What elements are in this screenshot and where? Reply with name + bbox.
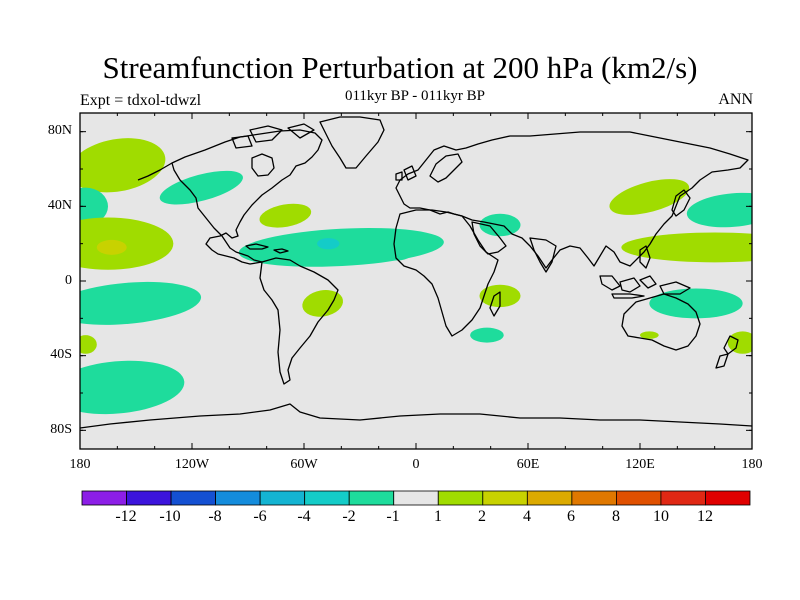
colorbar-swatch: [437, 490, 484, 506]
coastlines: [80, 116, 752, 429]
coast-caribbean: [245, 243, 289, 254]
plot-subtitle: 011kyr BP - 011kyr BP: [344, 88, 485, 104]
axis-ticks: [79, 113, 753, 449]
contour-region: [649, 288, 743, 319]
coast-scandinavia: [429, 153, 463, 183]
colorbar-label: -4: [297, 508, 311, 525]
colorbar-swatch: [170, 490, 216, 506]
colorbar-label: 10: [653, 508, 669, 525]
contour-region: [686, 192, 752, 228]
coast-hudson: [251, 153, 275, 177]
contour-region: [609, 179, 690, 215]
contour-region: [80, 187, 108, 225]
colorbar-label: -12: [115, 508, 137, 525]
lat-label-80n: 80N: [47, 123, 72, 138]
coast-madagascar: [489, 291, 501, 317]
colorbar-label: -6: [253, 508, 267, 525]
colorbar-label: -10: [159, 508, 181, 525]
lon-label-180w: 180: [69, 457, 91, 472]
lon-label-180e: 180: [741, 457, 763, 472]
contour-region: [317, 238, 340, 250]
contour-region: [727, 331, 752, 354]
coast-australia: [621, 293, 701, 351]
coast-philippines: [639, 245, 651, 269]
colorbar-swatch: [571, 490, 617, 506]
colorbar-swatch: [126, 490, 172, 506]
contour-region: [80, 360, 185, 415]
contour-region: [259, 203, 312, 228]
coast-arabia: [471, 221, 507, 255]
coast-north-america: [171, 129, 323, 265]
colorbar-label: -8: [208, 508, 222, 525]
contour-region: [96, 239, 127, 255]
colorbar-label: 4: [523, 508, 531, 525]
lat-label-80s: 80S: [50, 422, 72, 437]
lat-label-40n: 40N: [47, 198, 72, 213]
experiment-label: Expt = tdxol-tdwzl: [80, 92, 202, 109]
contour-region: [302, 290, 344, 317]
colorbar-swatch: [304, 490, 350, 506]
colorbar-label: 12: [697, 508, 713, 525]
coast-africa: [393, 209, 499, 337]
colorbar-swatch: [616, 490, 662, 506]
colorbar-swatch: [482, 490, 528, 506]
contour-region: [159, 170, 243, 205]
colorbar-swatch: [215, 490, 261, 506]
plot-title: Streamfunction Perturbation at 200 hPa (…: [102, 50, 698, 85]
colorbar-swatch: [259, 490, 306, 506]
coast-south-america: [259, 257, 339, 385]
coast-indonesia: [599, 275, 691, 299]
colorbar-label: 2: [478, 508, 486, 525]
lat-label-eq: 0: [65, 273, 72, 288]
contour-region: [80, 281, 202, 325]
lat-label-40s: 40S: [50, 347, 72, 362]
contour-region: [378, 234, 417, 261]
colorbar-label: -1: [386, 508, 400, 525]
lon-label-120e: 120E: [625, 457, 655, 472]
coast-new-zealand: [715, 335, 739, 369]
colorbar-label: 8: [612, 508, 620, 525]
contour-region: [470, 327, 504, 343]
coast-eurasia: [395, 131, 749, 269]
lon-label-0: 0: [412, 457, 420, 472]
colorbar: [81, 490, 751, 506]
contour-region: [621, 232, 752, 263]
coast-greenland: [319, 116, 385, 169]
coast-alaska: [137, 162, 173, 181]
colorbar-label: 1: [434, 508, 442, 525]
colorbar-swatch: [526, 490, 573, 506]
contour-region: [80, 217, 174, 270]
colorbar-swatch: [660, 490, 706, 506]
colorbar-label: 6: [567, 508, 575, 525]
coast-india: [529, 237, 557, 273]
lon-label-60e: 60E: [516, 457, 540, 472]
coast-japan: [671, 189, 691, 217]
colorbar-swatch: [348, 490, 395, 506]
colorbar-swatch: [705, 490, 751, 506]
colorbar-swatch: [81, 490, 127, 506]
coast-antarctica: [80, 403, 752, 429]
colorbar-swatch: [393, 490, 439, 506]
lon-label-60w: 60W: [290, 457, 318, 472]
contour-region: [640, 331, 659, 339]
contour-region: [80, 335, 97, 354]
lon-label-120w: 120W: [174, 457, 210, 472]
coast-arctic-islands: [231, 123, 315, 149]
coast-british-isles: [395, 165, 417, 181]
season-label: ANN: [718, 91, 753, 108]
colorbar-label: -2: [342, 508, 356, 525]
map-background: [80, 113, 752, 449]
